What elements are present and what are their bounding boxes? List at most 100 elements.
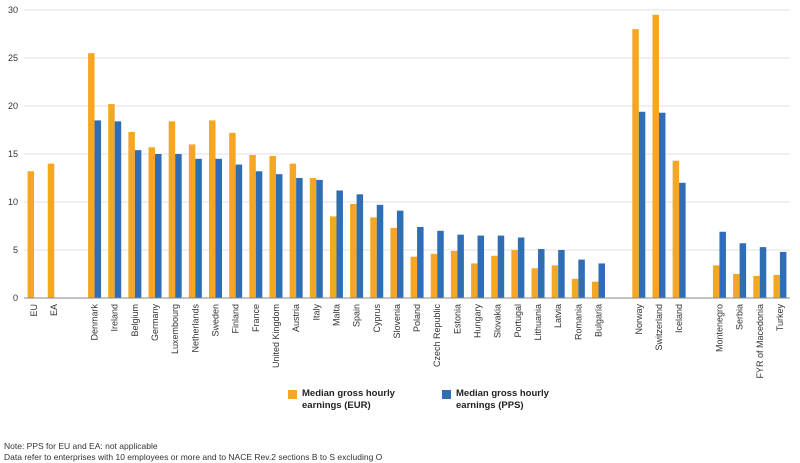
x-tick-label: Latvia [553,304,563,328]
bar-pps [779,251,787,298]
bar-eur [390,227,397,298]
y-tick-label: 10 [8,197,18,207]
bar-pps [155,154,162,298]
x-tick-label: Ireland [110,304,120,332]
bar-pps [638,111,646,298]
bar-pps [437,230,444,298]
y-tick-label: 30 [8,5,18,15]
bar-pps [356,194,364,298]
bar-eur [350,203,357,298]
legend-item-eur: Median gross hourly earnings (EUR) [288,388,402,412]
bar-pps [134,150,142,298]
legend-swatch-eur [288,390,297,399]
y-tick-label: 5 [13,245,18,255]
x-tick-label: France [251,304,261,332]
bar-pps [235,164,243,298]
bar-pps [558,250,565,298]
bar-eur [491,255,498,298]
x-tick-label: Slovakia [493,304,503,338]
bar-pps [175,154,182,298]
x-axis-labels: EU EA Denmark Ireland Belgium Germany Luxembou… [29,304,785,379]
x-tick-label: EA [49,304,59,316]
bars [27,14,787,299]
x-tick-label: Poland [412,304,422,332]
bar-eur [531,268,539,298]
x-tick-label: Switzerland [654,304,664,351]
bar-eur [188,144,196,298]
bar-eur [672,160,680,298]
bar-eur [168,121,176,298]
x-tick-label: Iceland [674,304,684,333]
bar-eur [309,178,317,298]
x-tick-label: Serbia [735,304,745,330]
legend-label-pps: Median gross hourly earnings (PPS) [456,388,549,411]
bar-eur [289,163,297,298]
note-line-1: Note: PPS for EU and EA: not applicable [4,441,158,451]
bar-pps [598,263,605,298]
x-tick-label: Italy [311,304,321,321]
bar-pps [195,158,202,298]
bar-pps [658,112,666,298]
x-tick-label: Spain [352,304,362,327]
bar-eur [370,217,377,298]
bar-pps [255,171,263,298]
x-tick-label: Portugal [513,304,523,338]
legend-label-eur: Median gross hourly earnings (EUR) [302,388,395,411]
bar-pps [316,179,323,298]
bar-pps [739,243,747,298]
bar-pps [396,210,404,298]
bar-pps [497,235,505,298]
bar-pps [94,120,102,299]
bar-eur [733,274,740,298]
bar-eur [652,14,659,299]
x-tick-label: Slovenia [392,304,402,339]
notes: Note: PPS for EU and EA: not applicable … [4,441,382,463]
x-tick-label: EU [29,304,39,317]
bar-pps [275,174,283,298]
bar-eur [592,281,599,298]
bar-eur [773,274,780,298]
bar-eur [430,253,438,298]
bar-pps [578,259,585,298]
x-tick-label: Denmark [90,304,100,341]
bar-eur [329,216,337,298]
x-tick-label: United Kingdom [271,304,281,368]
y-axis-ticks: 0 5 10 15 20 25 30 [8,5,18,303]
x-tick-label: Netherlands [190,304,200,353]
bar-eur [108,104,115,298]
x-tick-label: Cyprus [372,304,382,333]
legend-item-pps: Median gross hourly earnings (PPS) [442,388,556,412]
bar-eur [511,250,518,298]
bar-eur [27,171,35,298]
bar-eur [88,53,95,299]
x-tick-label: Bulgaria [594,304,604,337]
bar-eur [229,132,236,298]
bar-pps [296,178,303,298]
x-tick-label: Turkey [775,304,785,332]
bar-pps [679,182,686,298]
bar-pps [376,204,384,298]
x-tick-label: Luxembourg [170,304,180,354]
x-tick-label: Austria [291,304,301,332]
bar-eur [410,256,418,298]
y-tick-label: 15 [8,149,18,159]
x-tick-label: FYR of Macedonia [755,304,765,379]
bar-pps [719,231,726,298]
x-tick-label: Belgium [130,304,140,337]
bar-pps [538,249,545,298]
bar-eur [551,265,559,298]
y-tick-label: 20 [8,101,18,111]
bar-eur [632,29,639,298]
bar-eur [753,275,760,298]
bar-eur [269,155,276,298]
legend: Median gross hourly earnings (EUR) Media… [288,388,556,412]
legend-swatch-pps [442,390,451,399]
x-tick-label: Finland [231,304,241,334]
bar-pps [215,158,222,298]
x-tick-label: Sweden [211,304,221,337]
bar-pps [517,237,525,298]
bar-eur [571,278,579,298]
bar-pps [114,121,122,298]
bar-pps [417,226,424,298]
